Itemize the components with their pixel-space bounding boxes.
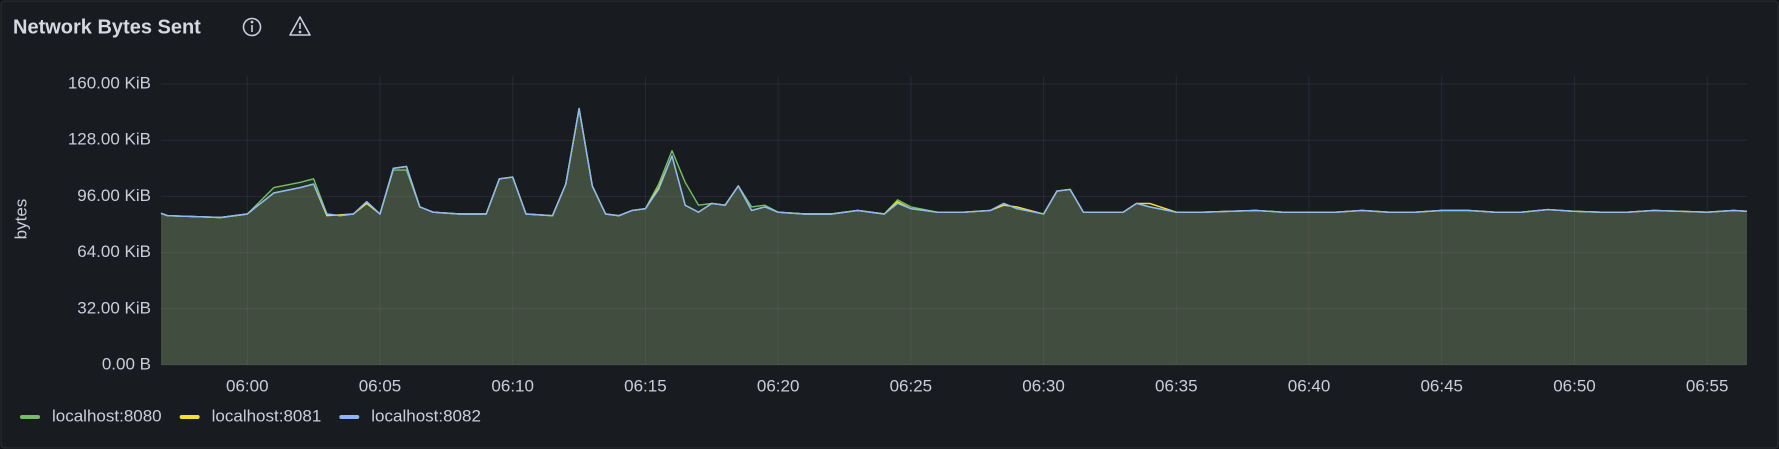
x-tick-label: 06:25 [890, 376, 933, 395]
y-tick-label: 160.00 KiB [68, 73, 151, 92]
area-fill [161, 108, 1747, 365]
legend-label: localhost:8080 [52, 406, 162, 425]
legend-label: localhost:8082 [371, 406, 481, 425]
x-tick-label: 06:05 [359, 376, 402, 395]
y-axis-label: bytes [11, 199, 30, 240]
panel-title: Network Bytes Sent [13, 16, 201, 38]
y-tick-label: 64.00 KiB [77, 242, 151, 261]
legend-swatch [20, 415, 40, 419]
y-tick-label: 32.00 KiB [77, 298, 151, 317]
area-fill [161, 108, 1747, 365]
legend-swatch [339, 415, 360, 419]
legend-swatch [179, 415, 200, 419]
warning-icon[interactable] [289, 16, 311, 36]
info-icon[interactable] [242, 17, 262, 37]
area-fill [161, 108, 1747, 365]
legend-label: localhost:8081 [212, 406, 322, 425]
y-tick-label: 96.00 KiB [77, 186, 151, 205]
x-tick-label: 06:55 [1686, 376, 1729, 395]
x-tick-label: 06:20 [757, 376, 800, 395]
x-tick-label: 06:30 [1022, 376, 1065, 395]
x-tick-label: 06:10 [491, 376, 534, 395]
x-tick-label: 06:45 [1420, 376, 1463, 395]
x-tick-label: 06:40 [1288, 376, 1331, 395]
x-tick-label: 06:35 [1155, 376, 1198, 395]
y-tick-label: 128.00 KiB [68, 130, 151, 149]
x-tick-label: 06:50 [1553, 376, 1596, 395]
x-tick-label: 06:00 [226, 376, 269, 395]
series-line [160, 107, 1748, 219]
x-tick-label: 06:15 [624, 376, 667, 395]
y-tick-label: 0.00 B [102, 354, 151, 373]
